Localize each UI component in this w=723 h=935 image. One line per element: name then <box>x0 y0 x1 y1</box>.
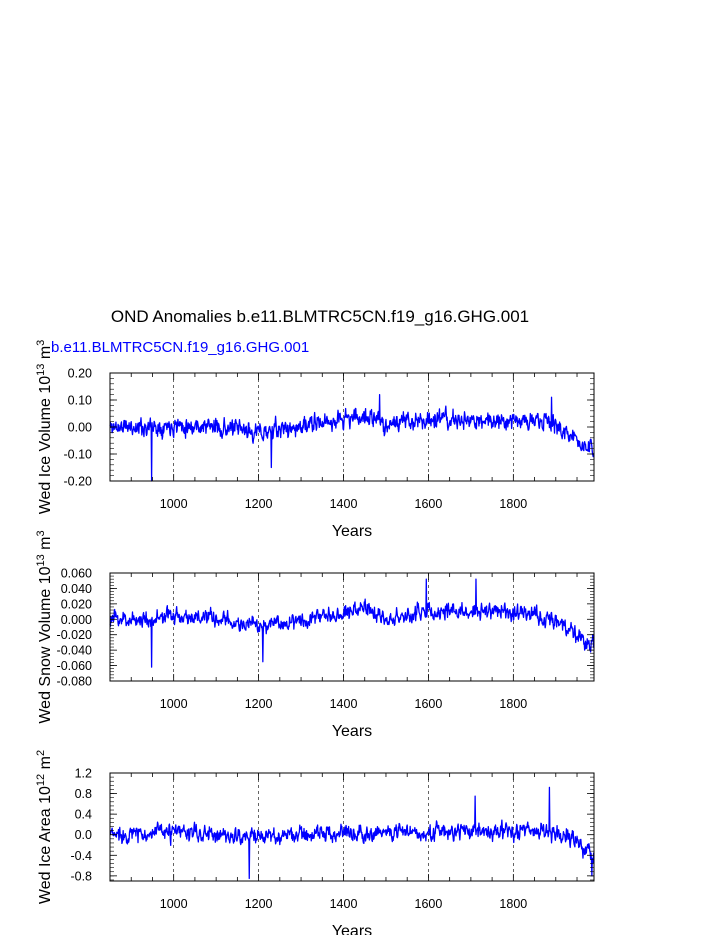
x-tick-label: 1600 <box>415 497 443 511</box>
y-tick-label: 0.060 <box>61 567 92 581</box>
y-axis-label: Wed Ice Area 1012 m2 <box>35 750 54 904</box>
panel-1: 1000 1200 1400 1600 1800 -0.20 -0.10 0.00 0.10 0.… <box>35 340 595 540</box>
plot-frame <box>109 572 595 682</box>
panel-2: 1000 1200 1400 1600 1800 -0.080 -0.060-0.040 -0… <box>35 530 595 740</box>
y-tick-label: 0.10 <box>68 394 92 408</box>
y-tick-label: 0.00 <box>68 421 92 435</box>
x-tick-label: 1000 <box>160 897 188 911</box>
y-tick-label: 1.2 <box>75 767 92 781</box>
x-tick-label: 1400 <box>330 897 358 911</box>
y-tick-label: -0.8 <box>70 869 92 883</box>
y-tick-label: -0.040 <box>57 644 92 658</box>
series-line <box>109 578 595 668</box>
y-tick-label: -0.20 <box>64 475 93 489</box>
x-tick-label: 1000 <box>160 497 188 511</box>
x-tick-label: 1600 <box>415 897 443 911</box>
chart-panels: 1000 1200 1400 1600 1800 -0.20 -0.10 0.00 0.10 0.… <box>35 340 595 935</box>
x-tick-label: 1200 <box>245 897 273 911</box>
x-tick-label: 1200 <box>245 697 273 711</box>
y-tick-label: 0.020 <box>61 597 92 611</box>
y-tick-label: -0.080 <box>57 675 92 689</box>
x-tick-label: 1400 <box>330 497 358 511</box>
x-tick-label: 1600 <box>415 697 443 711</box>
y-tick-label: -0.020 <box>57 628 92 642</box>
panel-3: 1000 1200 1400 1600 1800 -0.8 -0.4 0.0 0.4 0.8 1.2… <box>35 750 595 935</box>
x-axis-label: Years <box>332 723 372 740</box>
y-tick-label: -0.060 <box>57 659 92 673</box>
y-axis-label: Wed Snow Volume 1013 m3 <box>35 530 54 723</box>
y-tick-label: -0.10 <box>64 448 93 462</box>
x-tick-label: 1800 <box>499 697 527 711</box>
x-tick-label: 1000 <box>160 697 188 711</box>
y-axis-label: Wed Ice Volume 1013 m3 <box>35 340 54 515</box>
x-axis-label: Years <box>332 523 372 540</box>
y-tick-label: 0.4 <box>75 808 92 822</box>
x-tick-label: 1400 <box>330 697 358 711</box>
series-line <box>109 393 595 482</box>
y-tick-label: 0.0 <box>75 828 92 842</box>
y-tick-label: 0.000 <box>61 613 92 627</box>
x-tick-label: 1800 <box>499 897 527 911</box>
y-tick-label: -0.4 <box>70 849 92 863</box>
y-tick-label: 0.040 <box>61 582 92 596</box>
x-tick-label: 1800 <box>499 497 527 511</box>
x-axis-label: Years <box>332 923 372 935</box>
y-tick-label: 0.20 <box>68 367 92 381</box>
y-tick-label: 0.8 <box>75 787 92 801</box>
x-tick-label: 1200 <box>245 497 273 511</box>
chart-title: OND Anomalies b.e11.BLMTRC5CN.f19_g16.GH… <box>111 307 529 326</box>
plot-frame <box>109 772 595 882</box>
legend-label: b.e11.BLMTRC5CN.f19_g16.GHG.001 <box>51 339 309 356</box>
series-line <box>109 786 595 880</box>
